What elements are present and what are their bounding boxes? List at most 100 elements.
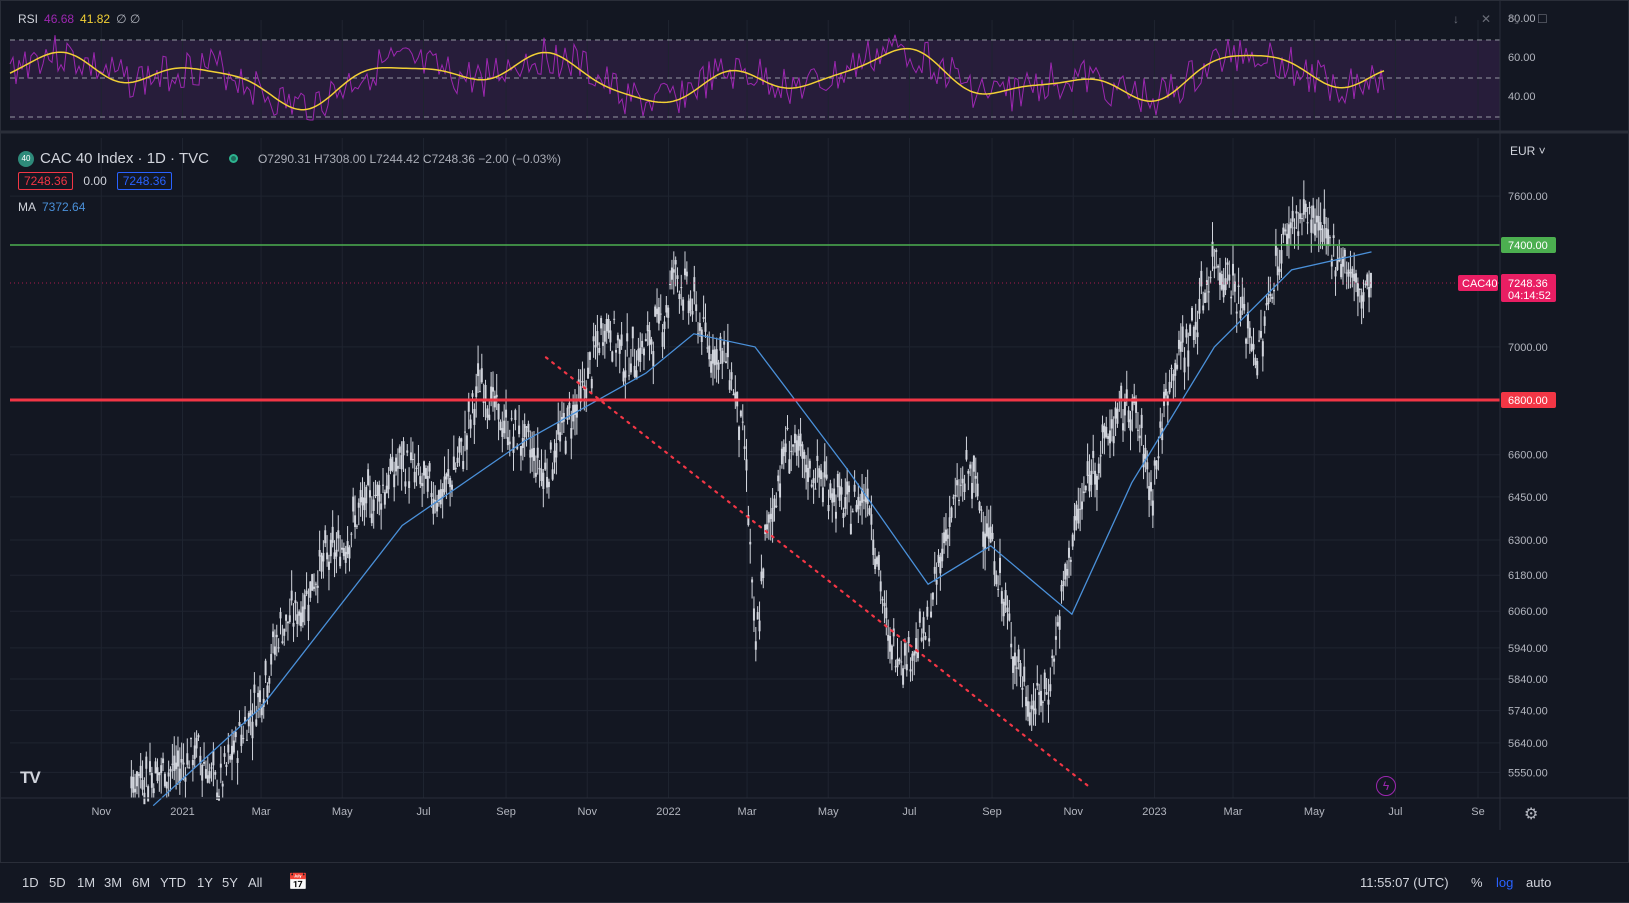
candle-body bbox=[877, 554, 880, 570]
rsi-label[interactable]: RSI bbox=[18, 12, 39, 26]
candle-body bbox=[454, 467, 457, 470]
candle-body bbox=[603, 330, 606, 342]
range-button-6m[interactable]: 6M bbox=[132, 875, 151, 890]
sell-price[interactable]: 7248.36 bbox=[18, 172, 74, 190]
candle-body bbox=[1220, 274, 1223, 290]
arrow-down-icon[interactable]: ↓ bbox=[1453, 12, 1459, 26]
candle-body bbox=[1213, 266, 1216, 269]
ma-line[interactable] bbox=[152, 251, 1372, 807]
candle-body bbox=[935, 579, 938, 585]
candle-body bbox=[339, 556, 342, 567]
candle-body bbox=[751, 579, 754, 583]
trendline[interactable] bbox=[544, 356, 1093, 791]
candle-body bbox=[698, 323, 701, 331]
candle-body bbox=[1215, 249, 1218, 253]
candle-body bbox=[579, 386, 582, 403]
candle-body bbox=[670, 267, 673, 280]
candle-body bbox=[732, 394, 735, 396]
candle-body bbox=[380, 503, 383, 510]
percent-toggle[interactable]: % bbox=[1471, 875, 1483, 890]
range-button-5d[interactable]: 5D bbox=[49, 875, 66, 890]
currency-selector[interactable]: EUR ˅ bbox=[1510, 144, 1546, 158]
candle-body bbox=[1196, 332, 1199, 338]
candle-body bbox=[473, 408, 476, 425]
candle-body bbox=[1168, 381, 1171, 393]
candle-body bbox=[413, 471, 416, 483]
range-button-3m[interactable]: 3M bbox=[104, 875, 123, 890]
candle-body bbox=[821, 487, 824, 503]
candle-body bbox=[456, 457, 459, 463]
time-tick-label: 2021 bbox=[170, 806, 194, 818]
candle-body bbox=[1084, 485, 1087, 491]
time-tick-label: Se bbox=[1471, 806, 1484, 818]
candle-body bbox=[385, 485, 388, 494]
candle-body bbox=[1144, 447, 1147, 459]
candle-body bbox=[326, 552, 329, 560]
candle-body bbox=[892, 628, 895, 637]
range-button-1d[interactable]: 1D bbox=[22, 875, 39, 890]
candle-body bbox=[959, 484, 962, 486]
collapse-icon[interactable]: ⤡ bbox=[1509, 12, 1519, 26]
candle-body bbox=[605, 318, 608, 332]
clock[interactable]: 11:55:07 (UTC) bbox=[1360, 875, 1449, 890]
symbol-title[interactable]: CAC 40 Index · 1D · TVC bbox=[40, 150, 209, 167]
candle-body bbox=[1218, 272, 1221, 286]
candle-body bbox=[1112, 436, 1115, 444]
price-tick-label: 5840.00 bbox=[1508, 674, 1548, 686]
symbol-legend: 40 CAC 40 Index · 1D · TVC O7290.31 H730… bbox=[18, 150, 561, 167]
tradingview-logo[interactable]: TV bbox=[20, 768, 41, 787]
maximize-icon[interactable]: ☐ bbox=[1537, 12, 1548, 26]
candle-body bbox=[1349, 272, 1352, 274]
candle-body bbox=[320, 555, 323, 572]
rsi-ma-line[interactable] bbox=[9, 47, 1385, 111]
buy-price[interactable]: 7248.36 bbox=[116, 172, 173, 190]
symbol-tag: CAC40 bbox=[1462, 278, 1497, 290]
candle-body bbox=[588, 352, 591, 360]
candle-body bbox=[387, 474, 390, 490]
candle-body bbox=[1088, 474, 1091, 492]
candle-body bbox=[1226, 262, 1229, 265]
range-button-1y[interactable]: 1Y bbox=[197, 875, 213, 890]
log-toggle[interactable]: log bbox=[1496, 875, 1514, 890]
candle-body bbox=[147, 786, 150, 802]
candle-body bbox=[838, 485, 841, 501]
price-tick-label: 5640.00 bbox=[1508, 738, 1548, 750]
candle-body bbox=[404, 481, 407, 487]
range-button-5y[interactable]: 5Y bbox=[222, 875, 238, 890]
candle-body bbox=[316, 585, 319, 588]
candle-body bbox=[361, 497, 364, 506]
rsi-line[interactable] bbox=[9, 34, 1385, 121]
candle-body bbox=[163, 773, 166, 787]
candle-body bbox=[257, 692, 260, 698]
time-tick-label: Mar bbox=[738, 806, 757, 818]
time-tick-label: Nov bbox=[577, 806, 597, 818]
candle-body bbox=[827, 504, 830, 512]
candle-body bbox=[286, 621, 289, 624]
close-icon[interactable]: ✕ bbox=[1481, 12, 1492, 26]
candle-body bbox=[1314, 223, 1317, 236]
candle-body bbox=[382, 484, 385, 486]
candle-body bbox=[713, 349, 716, 366]
candle-body bbox=[687, 300, 690, 314]
candle-body bbox=[264, 660, 267, 676]
low-value: 7244.42 bbox=[376, 151, 420, 166]
calendar-icon[interactable]: 📅 bbox=[288, 874, 308, 891]
candle-body bbox=[598, 347, 601, 353]
range-button-all[interactable]: All bbox=[248, 875, 263, 890]
lightning-icon[interactable]: ϟ bbox=[1376, 776, 1396, 796]
candle-body bbox=[1073, 516, 1076, 531]
time-tick-label: 2022 bbox=[656, 806, 680, 818]
ma-label[interactable]: MA bbox=[18, 200, 36, 214]
auto-toggle[interactable]: auto bbox=[1526, 875, 1552, 890]
candle-body bbox=[909, 669, 912, 672]
candle-body bbox=[1172, 373, 1175, 381]
range-button-ytd[interactable]: YTD bbox=[160, 875, 186, 890]
range-button-1m[interactable]: 1M bbox=[77, 875, 96, 890]
candle-body bbox=[1138, 435, 1141, 439]
candle-body bbox=[534, 472, 537, 477]
candle-body bbox=[1105, 426, 1108, 438]
candle-body bbox=[231, 745, 234, 760]
gear-icon[interactable]: ⚙ bbox=[1524, 806, 1539, 823]
candle-body bbox=[204, 769, 207, 779]
